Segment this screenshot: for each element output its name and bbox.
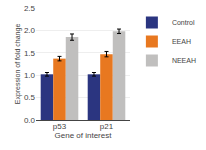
svg-text:1.5: 1.5 bbox=[24, 49, 36, 58]
svg-text:Gene of interest: Gene of interest bbox=[55, 131, 113, 140]
svg-text:0.5: 0.5 bbox=[24, 93, 36, 102]
svg-text:p21: p21 bbox=[100, 122, 114, 131]
svg-text:EEAH: EEAH bbox=[172, 38, 191, 45]
svg-text:0.0: 0.0 bbox=[24, 116, 36, 125]
svg-text:Control: Control bbox=[172, 19, 195, 26]
svg-text:Expression of fold change: Expression of fold change bbox=[14, 24, 22, 105]
svg-text:2.5: 2.5 bbox=[24, 4, 36, 13]
svg-text:p53: p53 bbox=[53, 122, 67, 131]
svg-text:1.0: 1.0 bbox=[24, 71, 36, 80]
svg-text:NEEAH: NEEAH bbox=[172, 57, 196, 64]
svg-text:2.0: 2.0 bbox=[24, 26, 36, 35]
